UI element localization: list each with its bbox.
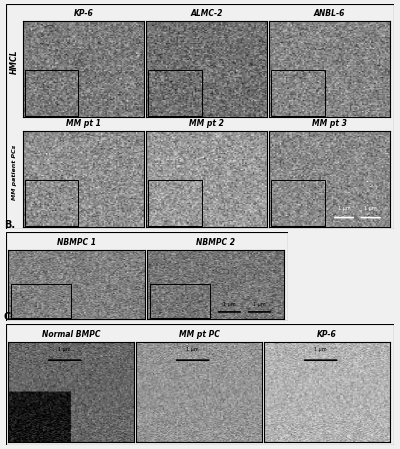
Text: 1 μm: 1 μm — [186, 347, 199, 352]
Text: HMCL: HMCL — [10, 49, 19, 74]
Bar — [25, 180, 78, 226]
Bar — [25, 70, 78, 116]
Text: 1 μm: 1 μm — [314, 347, 327, 352]
Bar — [150, 284, 210, 318]
Text: 1 μm: 1 μm — [338, 206, 350, 211]
Text: A.: A. — [4, 0, 15, 2]
Text: NBMPC 1: NBMPC 1 — [57, 238, 96, 247]
Text: ALMC-2: ALMC-2 — [190, 9, 222, 18]
Text: MM pt 2: MM pt 2 — [189, 119, 224, 128]
Text: ANBL-6: ANBL-6 — [314, 9, 345, 18]
Text: C.: C. — [4, 312, 15, 322]
Bar — [271, 180, 325, 226]
Text: 1 μm: 1 μm — [364, 206, 377, 211]
Text: B.: B. — [4, 220, 15, 230]
Text: 1 μm: 1 μm — [58, 347, 71, 352]
Text: KP-6: KP-6 — [317, 330, 337, 339]
Text: 1 μm: 1 μm — [253, 302, 266, 307]
Text: MM pt PC: MM pt PC — [178, 330, 220, 339]
Bar — [11, 284, 71, 318]
Bar — [271, 70, 325, 116]
Bar — [148, 70, 202, 116]
Text: Normal BMPC: Normal BMPC — [42, 330, 100, 339]
Text: KP-6: KP-6 — [74, 9, 93, 18]
Text: 1 μm: 1 μm — [223, 302, 236, 307]
Text: NBMPC 2: NBMPC 2 — [196, 238, 235, 247]
Bar — [148, 180, 202, 226]
Text: MM patient PCs: MM patient PCs — [12, 144, 17, 200]
Text: MM pt 3: MM pt 3 — [312, 119, 347, 128]
Text: MM pt 1: MM pt 1 — [66, 119, 101, 128]
